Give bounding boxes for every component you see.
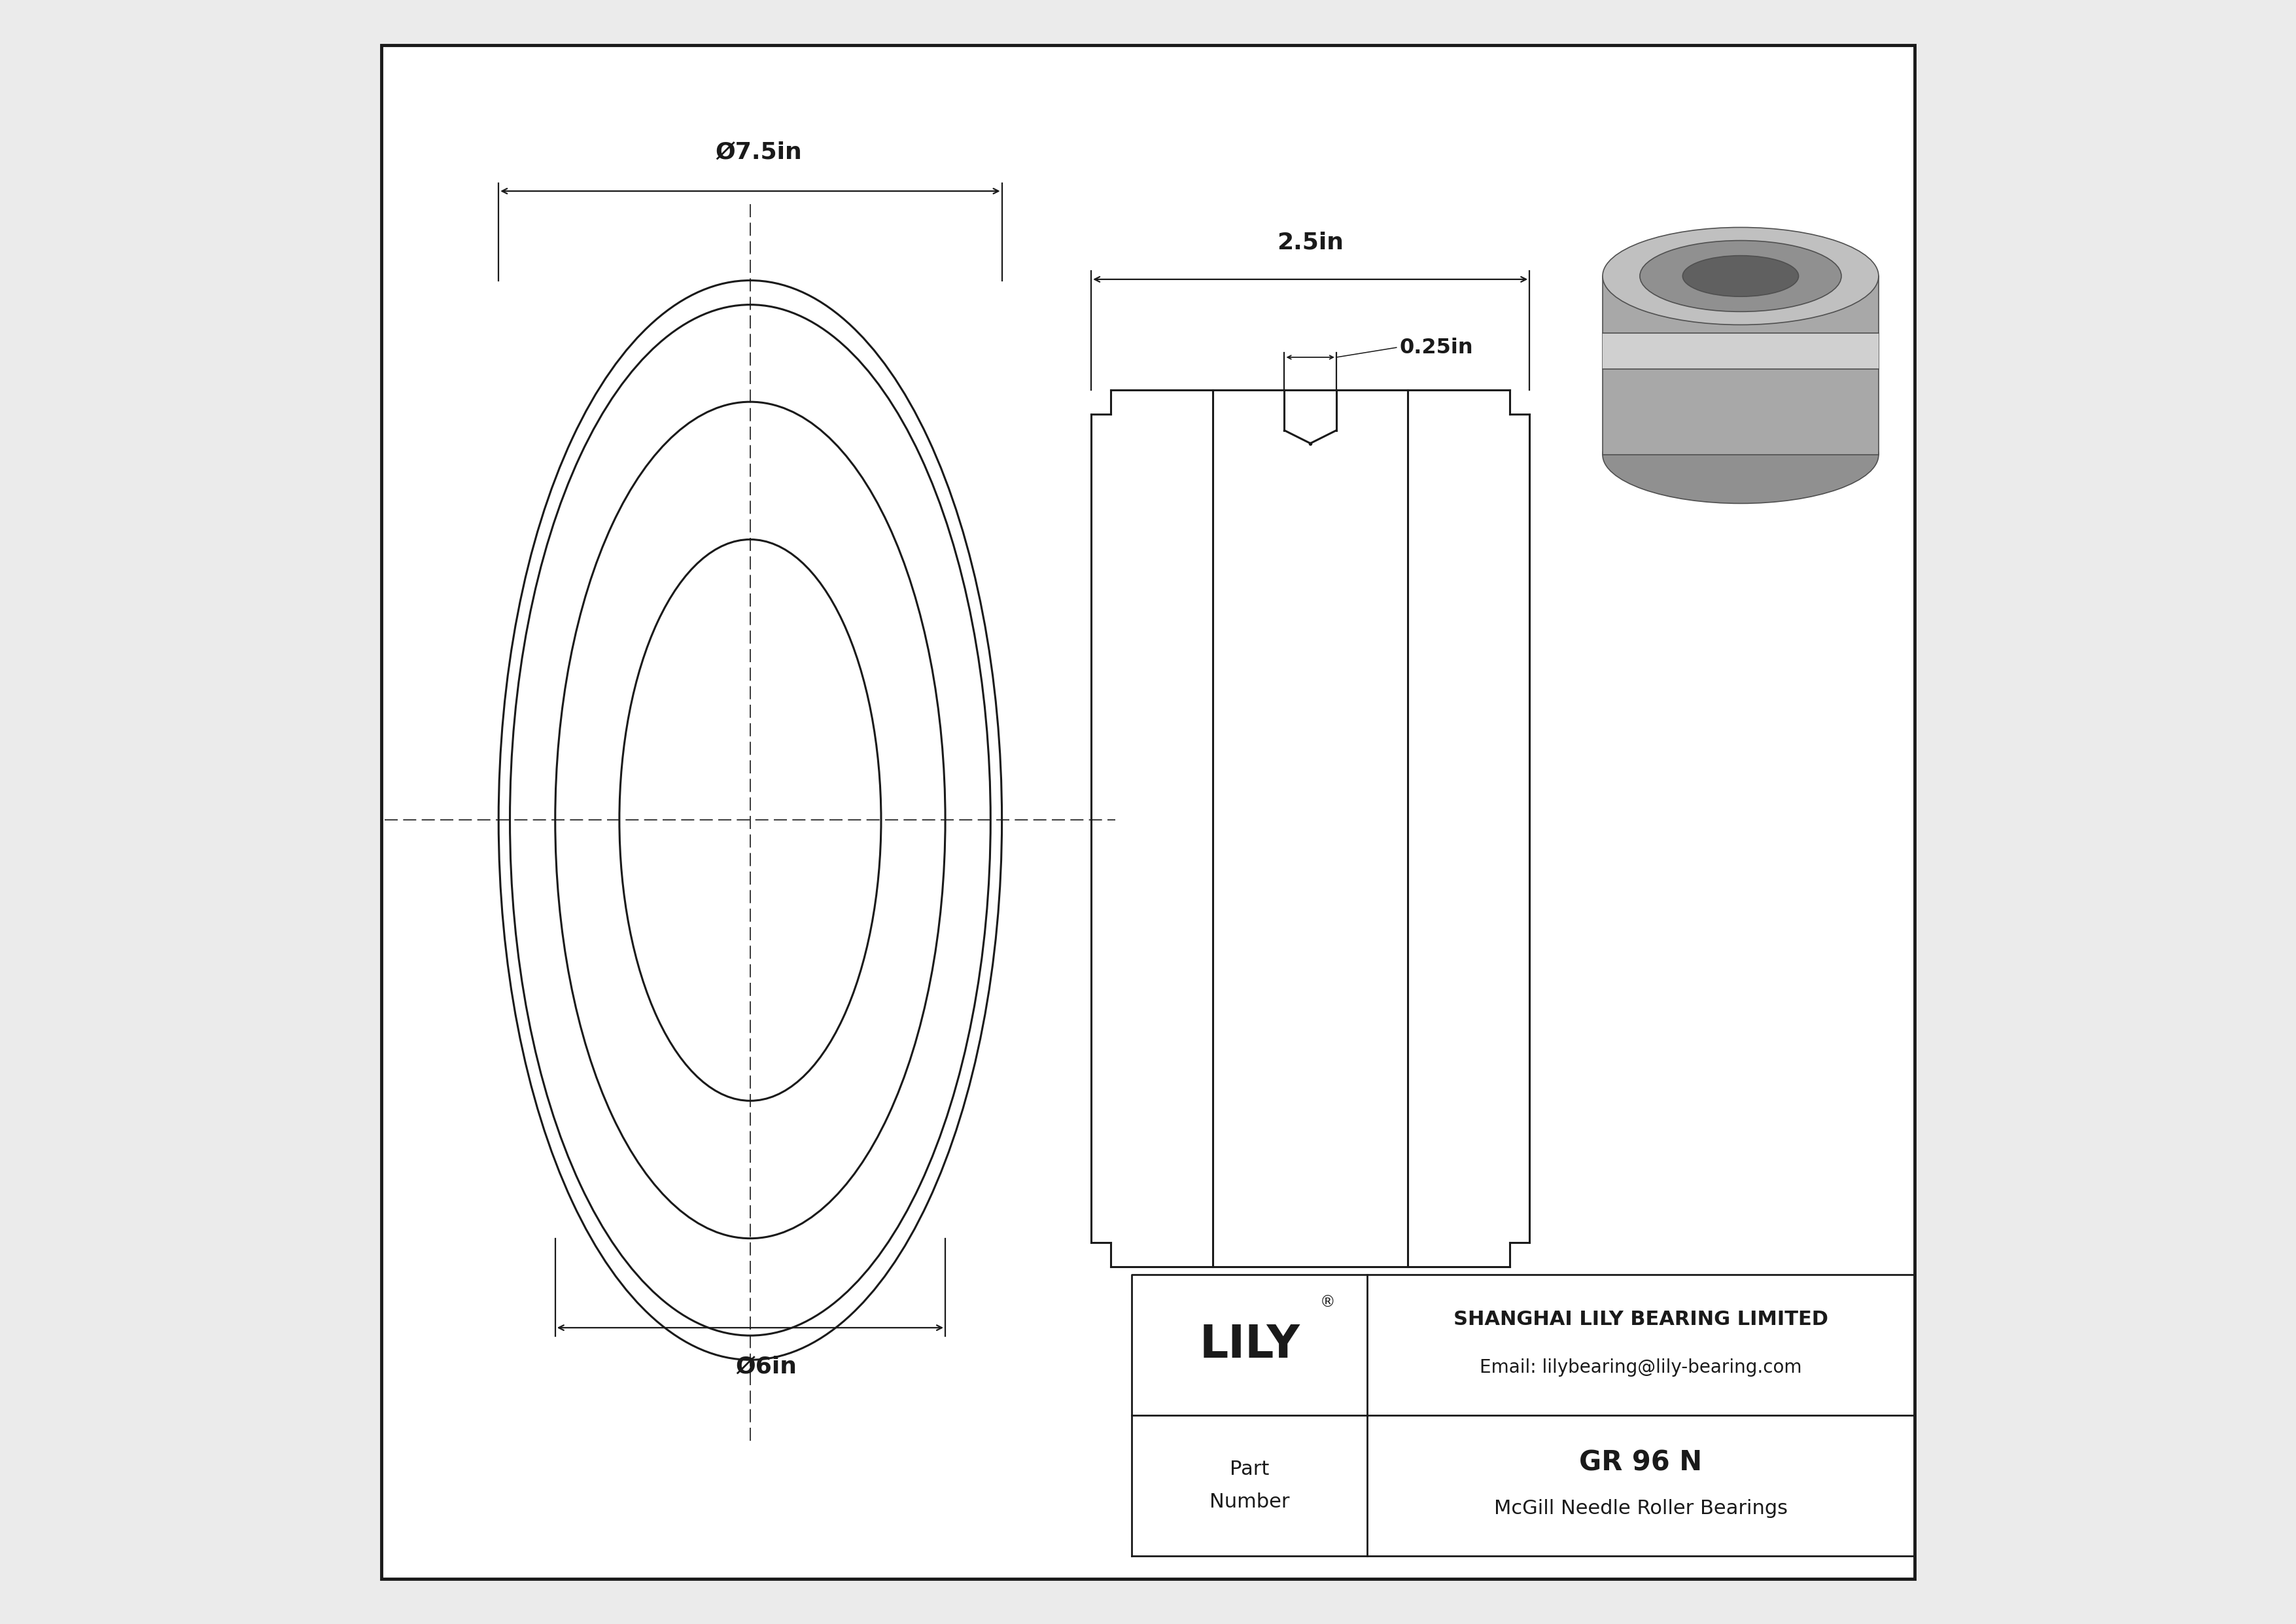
Text: LILY: LILY (1199, 1324, 1300, 1367)
Text: 0.25in: 0.25in (1401, 338, 1474, 357)
Text: GR 96 N: GR 96 N (1580, 1449, 1701, 1476)
Text: 2.5in: 2.5in (1277, 231, 1343, 253)
Bar (1603, 333, 1878, 369)
Ellipse shape (1639, 240, 1841, 312)
Bar (1603, 276, 1878, 455)
Ellipse shape (1603, 406, 1878, 503)
Ellipse shape (1683, 255, 1798, 297)
Text: Part: Part (1231, 1460, 1270, 1479)
Text: ®: ® (1320, 1294, 1336, 1311)
Text: Email: lilybearing@lily-bearing.com: Email: lilybearing@lily-bearing.com (1479, 1359, 1802, 1377)
Ellipse shape (1603, 227, 1878, 325)
Text: SHANGHAI LILY BEARING LIMITED: SHANGHAI LILY BEARING LIMITED (1453, 1309, 1828, 1328)
Text: Number: Number (1210, 1492, 1290, 1512)
Text: Ø6in: Ø6in (735, 1356, 797, 1377)
Text: McGill Needle Roller Bearings: McGill Needle Roller Bearings (1495, 1499, 1789, 1518)
Text: Ø7.5in: Ø7.5in (714, 141, 801, 164)
